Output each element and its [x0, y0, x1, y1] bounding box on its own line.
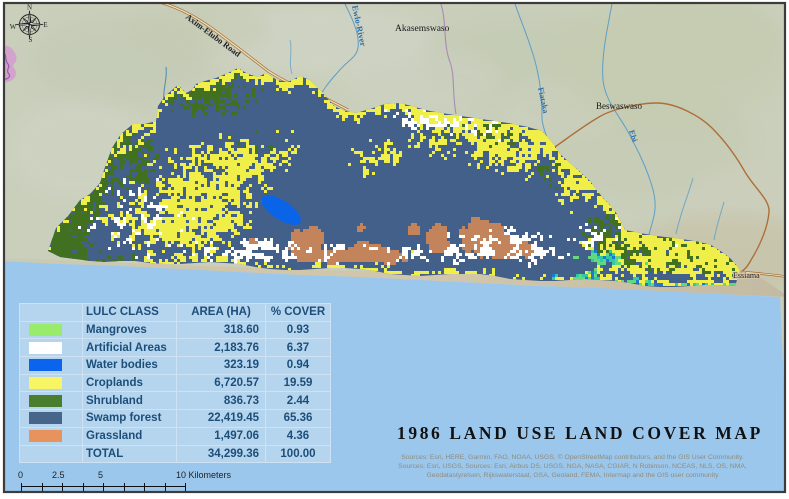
svg-text:E: E [43, 21, 47, 29]
svg-text:W: W [10, 23, 17, 31]
svg-text:S: S [29, 36, 33, 44]
svg-text:Essiama: Essiama [733, 271, 760, 280]
svg-text:N: N [27, 4, 32, 12]
svg-text:Ebi: Ebi [627, 129, 640, 144]
svg-text:Beswaswaso: Beswaswaso [596, 101, 642, 111]
svg-text:Akasemswaso: Akasemswaso [395, 24, 450, 34]
